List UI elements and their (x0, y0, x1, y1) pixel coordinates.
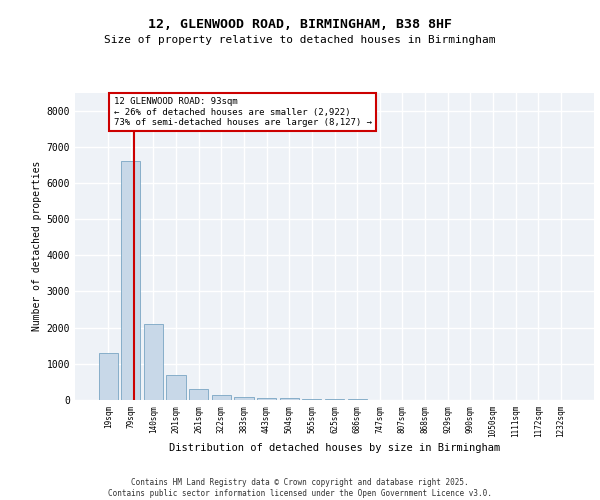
Bar (257, 398, 276, 400)
Y-axis label: Number of detached properties: Number of detached properties (32, 161, 43, 332)
Bar (235, 396, 254, 400)
Text: 12, GLENWOOD ROAD, BIRMINGHAM, B38 8HF: 12, GLENWOOD ROAD, BIRMINGHAM, B38 8HF (148, 18, 452, 30)
Bar (166, 376, 186, 400)
Text: Contains HM Land Registry data © Crown copyright and database right 2025.
Contai: Contains HM Land Registry data © Crown c… (108, 478, 492, 498)
Bar (189, 389, 208, 400)
Bar (280, 398, 299, 400)
Bar (144, 324, 163, 400)
Bar (121, 161, 140, 400)
Bar (98, 353, 118, 400)
Text: 12 GLENWOOD ROAD: 93sqm
← 26% of detached houses are smaller (2,922)
73% of semi: 12 GLENWOOD ROAD: 93sqm ← 26% of detache… (114, 97, 372, 127)
Bar (212, 394, 231, 400)
Bar (302, 399, 322, 400)
X-axis label: Distribution of detached houses by size in Birmingham: Distribution of detached houses by size … (169, 443, 500, 453)
Text: Size of property relative to detached houses in Birmingham: Size of property relative to detached ho… (104, 35, 496, 45)
